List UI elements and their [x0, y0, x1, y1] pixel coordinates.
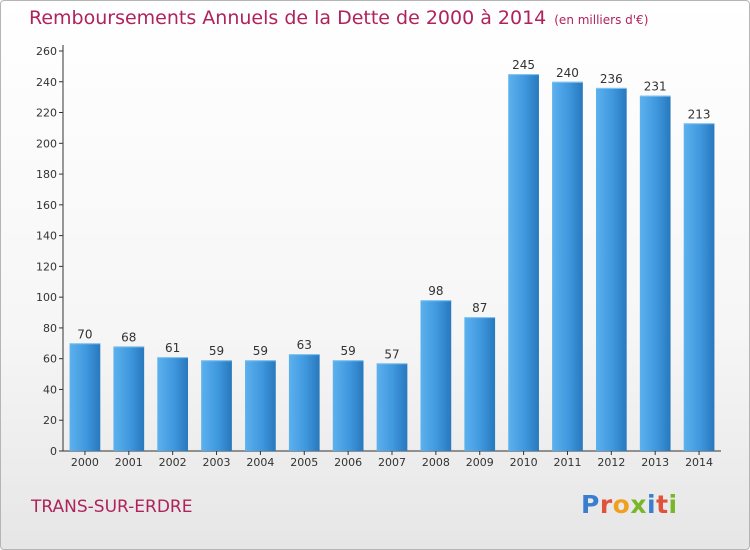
- y-tick-label: 0: [50, 445, 57, 458]
- data-label: 68: [121, 330, 136, 344]
- logo-letter: r: [599, 490, 613, 519]
- data-label: 59: [340, 344, 355, 358]
- bar-2011: [552, 81, 583, 452]
- y-tick-label: 120: [36, 260, 57, 273]
- logo-letter: i: [647, 490, 657, 519]
- chart-title-main: Remboursements Annuels de la Dette de 20…: [29, 7, 547, 29]
- x-tick-label: 2003: [203, 456, 231, 469]
- data-label: 61: [165, 341, 180, 355]
- x-tick-label: 2004: [246, 456, 274, 469]
- x-tick-label: 2007: [378, 456, 406, 469]
- x-tick-label: 2000: [71, 456, 99, 469]
- x-axis: 2000 2001 2002 2003 2004 2005 2006 2007 2008 2009…: [63, 450, 721, 469]
- y-tick-label: 80: [43, 322, 57, 335]
- x-tick-label: 2009: [466, 456, 494, 469]
- y-tick-label: 160: [36, 199, 57, 212]
- logo-letter: i: [668, 490, 678, 519]
- y-tick-label: 60: [43, 353, 57, 366]
- x-tick-label: 2001: [115, 456, 143, 469]
- y-tick-label: 240: [36, 76, 57, 89]
- y-axis: 0 20 40 60 80 100 120 140 160 180 200 220 240 260: [36, 45, 64, 458]
- data-label: 70: [77, 327, 92, 341]
- bar-2005: [288, 354, 320, 451]
- y-tick-label: 140: [36, 230, 57, 243]
- data-label: 87: [472, 301, 487, 315]
- data-label: 245: [512, 58, 535, 72]
- x-tick-label: 2011: [553, 456, 581, 469]
- y-tick-label: 220: [36, 107, 57, 120]
- data-label: 59: [209, 344, 224, 358]
- y-tick-label: 100: [36, 291, 57, 304]
- bar-2001: [113, 346, 145, 451]
- x-tick-label: 2005: [290, 456, 318, 469]
- data-label: 236: [600, 72, 623, 86]
- data-label: 63: [297, 338, 312, 352]
- bar-2004: [245, 360, 276, 451]
- data-label: 57: [384, 347, 399, 361]
- data-labels: 70 68 61 59 59 63 59 57 98 87 245 240 236 231 213: [77, 58, 710, 361]
- x-tick-label: 2010: [510, 456, 538, 469]
- x-tick-label: 2013: [641, 456, 669, 469]
- chart-title: Remboursements Annuels de la Dette de 20…: [29, 7, 648, 29]
- x-tick-label: 2012: [597, 456, 625, 469]
- x-tick-label: 2008: [422, 456, 450, 469]
- logo-letter: t: [656, 490, 669, 519]
- bar-2003: [201, 360, 232, 451]
- bar-2007: [376, 363, 408, 451]
- x-tick-label: 2002: [159, 456, 187, 469]
- bar-2012: [595, 87, 627, 451]
- bar-2013: [639, 95, 671, 451]
- bar-2006: [332, 360, 364, 451]
- data-label: 59: [253, 344, 268, 358]
- x-tick-label: 2006: [334, 456, 362, 469]
- logo-letter: P: [581, 490, 600, 519]
- bar-2008: [420, 300, 452, 451]
- chart-title-unit: (en milliers d'€): [554, 13, 649, 27]
- data-label: 240: [556, 66, 579, 80]
- y-tick-label: 20: [43, 414, 57, 427]
- data-label: 231: [644, 80, 667, 94]
- bars: [69, 74, 715, 452]
- logo-letter: o: [612, 490, 631, 519]
- y-tick-label: 180: [36, 168, 57, 181]
- data-label: 98: [428, 284, 443, 298]
- proxiti-logo[interactable]: Proxiti: [581, 490, 678, 519]
- y-tick-label: 260: [36, 45, 57, 58]
- y-tick-label: 200: [36, 137, 57, 150]
- bar-2010: [508, 74, 539, 452]
- bar-2014: [683, 123, 715, 452]
- data-label: 213: [688, 107, 711, 121]
- bar-2009: [464, 317, 496, 451]
- city-name: TRANS-SUR-ERDRE: [31, 497, 193, 517]
- y-tick-label: 40: [43, 383, 57, 396]
- x-tick-label: 2014: [685, 456, 713, 469]
- bar-2002: [157, 357, 189, 451]
- logo-letter: x: [630, 490, 647, 519]
- bar-2000: [69, 343, 101, 451]
